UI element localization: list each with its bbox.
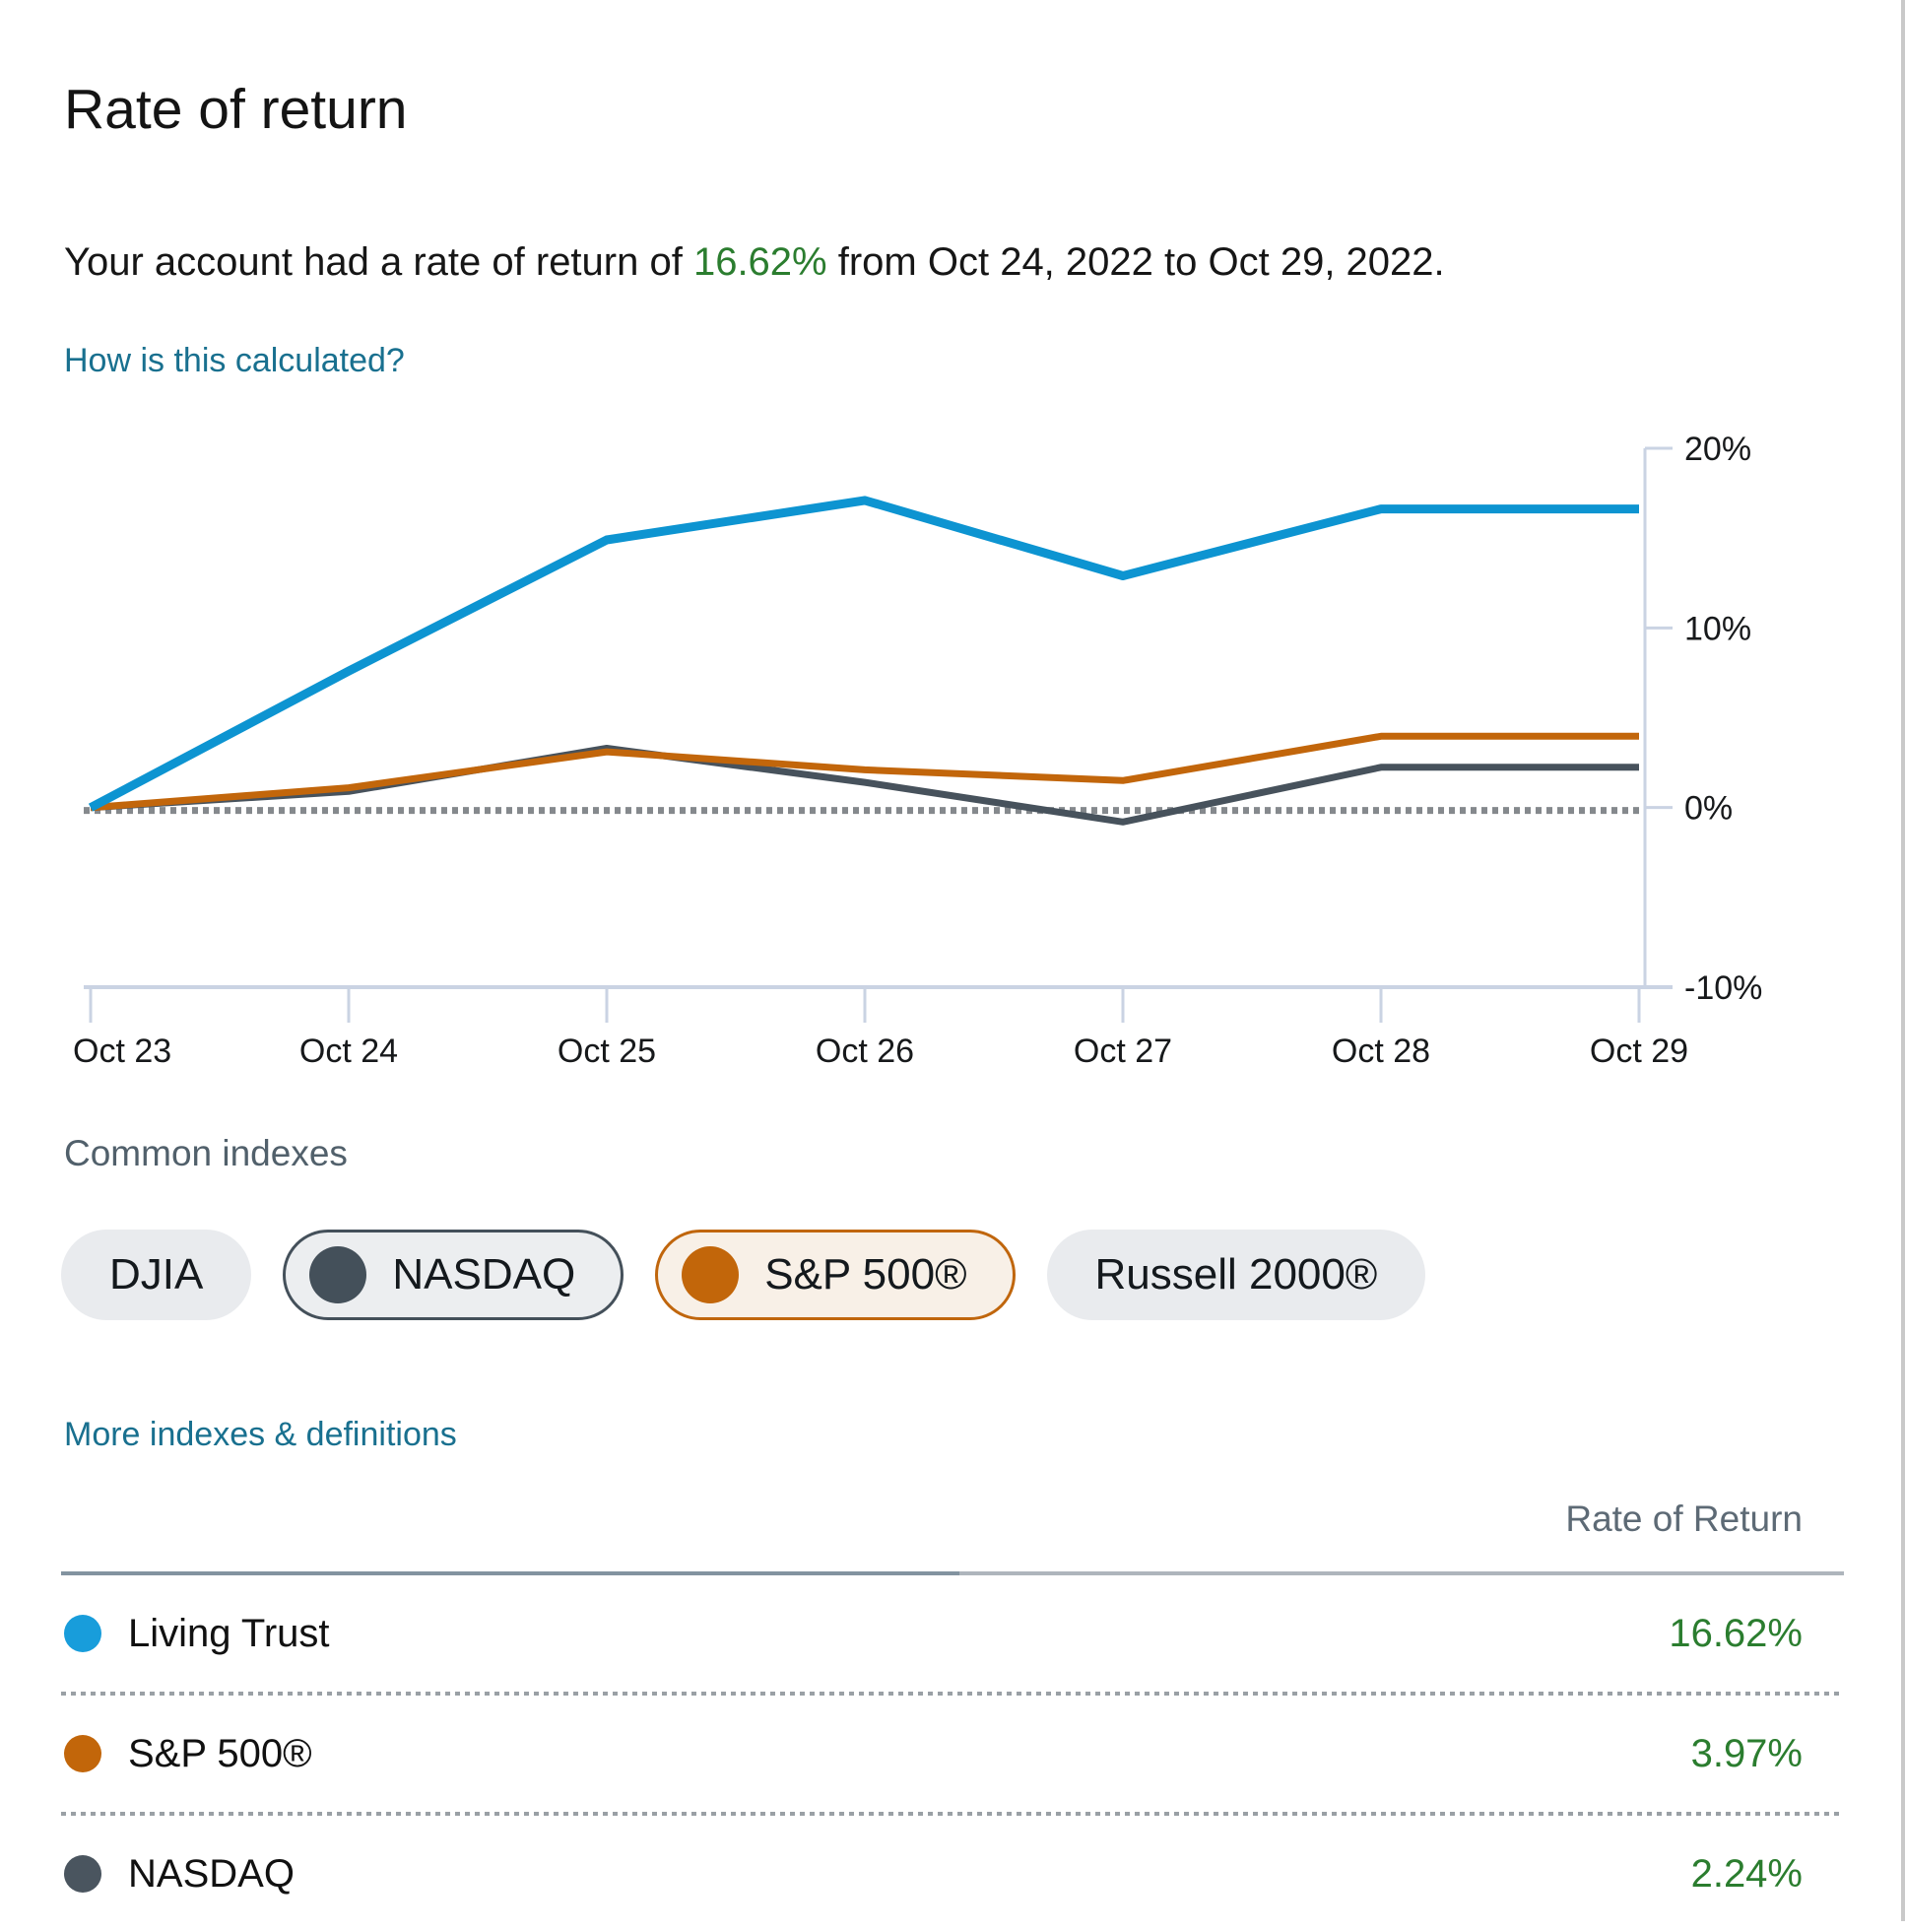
how-calculated-link[interactable]: How is this calculated?: [64, 342, 405, 379]
page-title: Rate of return: [64, 78, 408, 141]
x-tick-label: Oct 23: [73, 1033, 171, 1070]
pill-label: NASDAQ: [392, 1250, 576, 1299]
series-name: Living Trust: [128, 1611, 330, 1655]
index-pill-group: DJIA NASDAQ S&P 500® Russell 2000®: [61, 1230, 1426, 1320]
series-line-s-p-500: [90, 732, 1639, 812]
series-rate-value: 3.97%: [1690, 1731, 1803, 1775]
summary-rate-value: 16.62%: [692, 240, 827, 284]
series-rate-value: 16.62%: [1669, 1611, 1803, 1655]
series-dot: [64, 1735, 101, 1772]
table-header-rule: [61, 1571, 1844, 1575]
x-tick-label: Oct 28: [1332, 1033, 1430, 1070]
x-tick-label: Oct 24: [299, 1033, 398, 1070]
summary-prefix: Your account had a rate of return of: [64, 240, 693, 284]
series-dot: [64, 1855, 101, 1893]
rate-of-return-table: Living Trust 16.62% S&P 500® 3.97% NASDAQ 2.2…: [61, 1575, 1844, 1932]
common-indexes-label: Common indexes: [64, 1133, 348, 1173]
pill-selected-dot: [309, 1246, 367, 1303]
x-tick-label: Oct 27: [1074, 1033, 1172, 1070]
pill-label: DJIA: [109, 1250, 204, 1299]
index-pill-s-p-500[interactable]: S&P 500®: [655, 1230, 1016, 1320]
series-line-living-trust: [88, 496, 1639, 812]
x-tick-label: Oct 25: [558, 1033, 656, 1070]
table-row: Living Trust 16.62%: [61, 1575, 1844, 1692]
pill-selected-dot: [682, 1246, 740, 1303]
index-pill-russell-2000[interactable]: Russell 2000®: [1046, 1230, 1426, 1320]
summary-suffix: from Oct 24, 2022 to Oct 29, 2022.: [826, 240, 1445, 284]
table-row: S&P 500® 3.97%: [61, 1696, 1844, 1812]
series-name: S&P 500®: [128, 1731, 312, 1775]
table-header-rate-of-return: Rate of Return: [1565, 1499, 1803, 1539]
row-separator: [61, 1692, 1844, 1696]
y-tick-label: -10%: [1684, 969, 1762, 1007]
x-tick-label: Oct 29: [1590, 1033, 1688, 1070]
more-indexes-link[interactable]: More indexes & definitions: [64, 1416, 457, 1453]
series-name: NASDAQ: [128, 1851, 295, 1896]
series-rate-value: 2.24%: [1690, 1851, 1803, 1896]
table-row: NASDAQ 2.24%: [61, 1816, 1844, 1932]
row-separator: [61, 1812, 1844, 1816]
y-tick-label: 10%: [1684, 610, 1751, 647]
index-pill-djia[interactable]: DJIA: [61, 1230, 252, 1320]
x-tick-label: Oct 26: [816, 1033, 914, 1070]
pill-label: Russell 2000®: [1094, 1250, 1378, 1299]
y-tick-label: 20%: [1684, 431, 1751, 468]
series-line-nasdaq: [90, 745, 1639, 826]
y-tick-label: 0%: [1684, 790, 1733, 828]
page-right-border: [1901, 0, 1905, 1921]
rate-of-return-summary: Your account had a rate of return of 16.…: [64, 240, 1445, 285]
pill-label: S&P 500®: [764, 1250, 967, 1299]
series-dot: [64, 1615, 101, 1652]
rate-of-return-chart: 20% 10% 0% -10% Oct 23 Oct 24 Oct 25 Oct 26 Oct …: [73, 431, 1762, 1070]
index-pill-nasdaq[interactable]: NASDAQ: [283, 1230, 624, 1320]
